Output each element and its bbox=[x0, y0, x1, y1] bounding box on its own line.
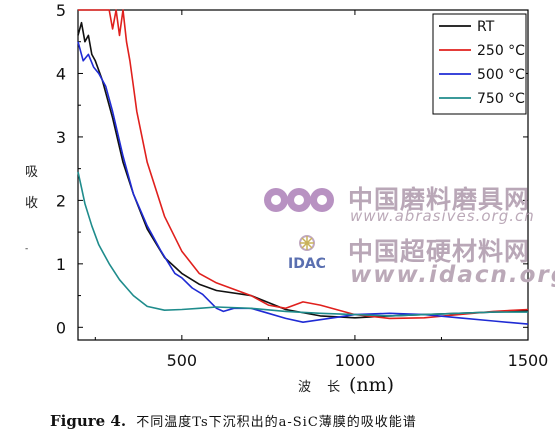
y-tick-label-4: 4 bbox=[56, 64, 66, 83]
watermark-url-1: www.abrasives.org.cn bbox=[350, 207, 535, 225]
series-line-1 bbox=[78, 9, 529, 320]
legend-label-1: 250 °C bbox=[477, 43, 525, 59]
y-tick-label-0: 0 bbox=[56, 318, 66, 337]
figure-caption-text: 不同温度Ts下沉积出的a-SiC薄膜的吸收能谱 bbox=[136, 415, 417, 430]
watermark-logo-2-icon: IDAC bbox=[288, 235, 326, 272]
x-tick-label-0: 500 bbox=[167, 351, 198, 370]
x-tick-label-2: 1500 bbox=[508, 351, 549, 370]
y-axis-label-char-3: - bbox=[25, 244, 29, 254]
y-tick-label-3: 3 bbox=[56, 128, 66, 147]
series-line-3 bbox=[77, 171, 528, 317]
y-tick-label-5: 5 bbox=[56, 1, 66, 20]
y-tick-label-1: 1 bbox=[56, 255, 66, 274]
x-axis-unit: (nm) bbox=[349, 374, 395, 396]
watermark-url-2: www.idacn.org bbox=[350, 262, 555, 288]
watermark-title-2: 中国超硬材料网 bbox=[348, 237, 531, 266]
y-tick-label-2: 2 bbox=[56, 191, 66, 210]
figure-caption: Figure 4. 不同温度Ts下沉积出的a-SiC薄膜的吸收能谱 bbox=[50, 411, 417, 430]
legend-label-3: 750 °C bbox=[477, 91, 525, 107]
watermark-logo-2-text: IDAC bbox=[288, 256, 326, 272]
legend-label-2: 500 °C bbox=[477, 67, 525, 83]
legend-label-0: RT bbox=[477, 19, 495, 35]
watermark-title-1: 中国磨料磨具网 bbox=[348, 185, 531, 214]
watermark-logo-2: IDAC bbox=[282, 232, 332, 282]
watermark-logo-1 bbox=[262, 183, 338, 217]
y-axis-label-char-2: 收 bbox=[25, 196, 39, 211]
watermark-logo-1-icon bbox=[264, 188, 334, 212]
y-axis-label-char-1: 吸 bbox=[25, 165, 39, 180]
figure-caption-label: Figure 4. bbox=[50, 412, 127, 430]
x-tick-label-1: 1000 bbox=[335, 351, 376, 370]
x-axis-label: 波 长 bbox=[298, 380, 347, 395]
